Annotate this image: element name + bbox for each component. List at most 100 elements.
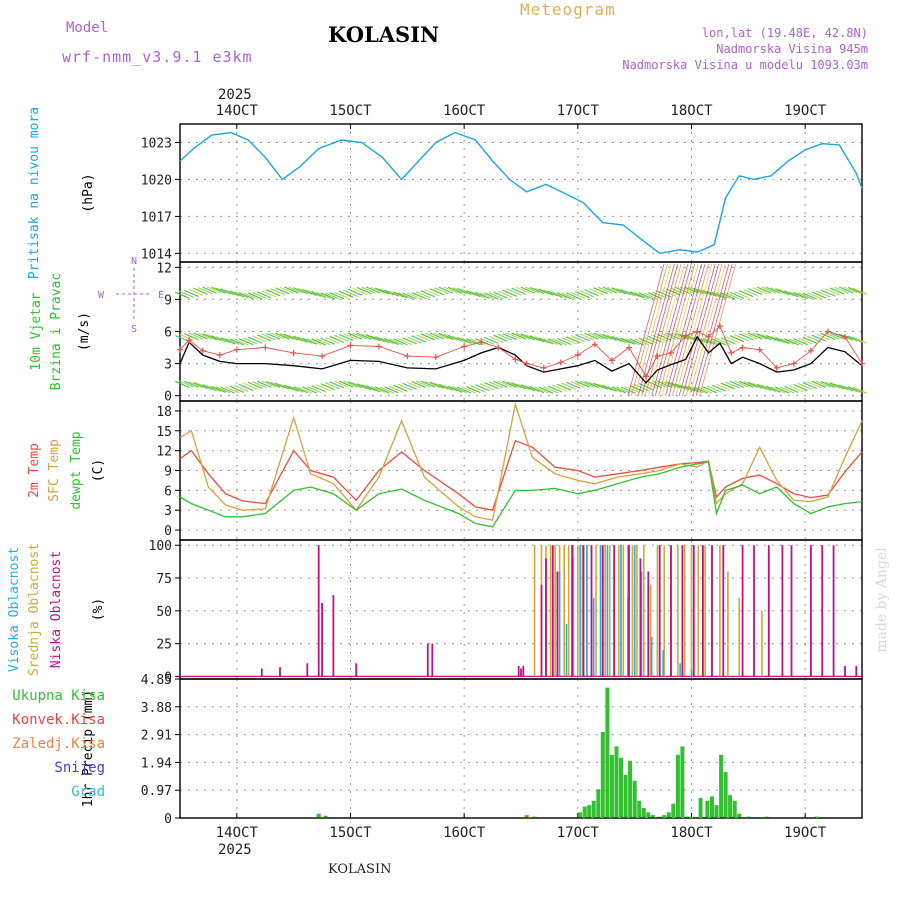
bar-clouds-niska-30 [722, 545, 725, 677]
wind-arrow-0-71 [493, 291, 508, 299]
wind-arrow-0-12 [225, 289, 240, 297]
wind-arrow-1-252 [634, 338, 649, 346]
wind-arrow-1-203 [411, 335, 426, 343]
wind-arrow-2-424 [734, 380, 749, 388]
compass-label-s: S [131, 324, 137, 335]
wind-arrow-0-100 [625, 290, 640, 298]
wind-arrow-0-46 [379, 288, 395, 296]
wind-arrow-0-76 [516, 286, 531, 294]
wind-strong-arrow-3 [634, 263, 672, 396]
compass-label-e: E [158, 290, 164, 301]
wind-strong-arrow-11 [661, 263, 699, 396]
model-name: wrf-nmm_v3.9.1 e3km [62, 48, 253, 66]
wind-arrow-1-225 [511, 332, 526, 340]
bar-clouds-niska-35 [790, 545, 793, 677]
bar-clouds-niska-2 [306, 663, 309, 677]
wind-arrow-0-19 [256, 291, 272, 299]
wind-arrow-2-313 [229, 385, 245, 393]
wind-arrow-2-381 [538, 386, 554, 394]
wind-arrow-1-246 [606, 334, 622, 342]
wind-arrow-2-329 [302, 386, 317, 394]
wind-arrow-1-231 [538, 337, 554, 345]
wind-arrow-1-206 [425, 332, 440, 340]
wind-arrow-0-2 [179, 290, 195, 298]
axis-title-wind-2: (m/s) [77, 312, 92, 351]
bar-precip-ukupna-kisa-11 [609, 754, 614, 818]
wind-arrow-2-328 [297, 386, 313, 394]
wind-arrow-2-310 [215, 386, 231, 394]
bar-clouds-niska-28 [702, 545, 704, 677]
bar-precip-ukupna-kisa-21 [657, 816, 662, 818]
wind-arrow-2-318 [252, 381, 267, 389]
wind-arrow-1-160 [215, 336, 231, 344]
wind-arrow-0-148 [843, 286, 858, 294]
wind-arrow-2-390 [579, 380, 595, 388]
wind-arrow-0-117 [702, 289, 717, 297]
wind-arrow-1-186 [334, 334, 349, 342]
wind-arrow-1-163 [229, 338, 245, 346]
bar-clouds-niska-29 [711, 545, 713, 677]
wind-arrow-0-78 [525, 286, 540, 294]
wind-arrow-1-250 [625, 338, 640, 346]
wind-arrow-1-188 [343, 333, 358, 341]
wind-arrow-0-18 [252, 291, 267, 300]
wind-arrow-1-239 [575, 334, 590, 342]
wind-arrow-1-248 [616, 336, 631, 345]
wind-arrow-2-335 [329, 381, 345, 389]
wind-arrow-2-322 [270, 381, 286, 389]
wind-arrow-1-234 [552, 338, 567, 346]
wind-arrow-0-81 [538, 288, 554, 296]
wind-arrow-0-128 [752, 287, 767, 295]
bar-clouds-niska-19 [601, 545, 604, 677]
wind-arrow-2-376 [516, 383, 531, 391]
wind-arrow-0-134 [779, 289, 795, 297]
bar-clouds-srednja-37 [761, 610, 763, 677]
wind-arrow-0-70 [488, 292, 504, 300]
wind-arrow-2-425 [738, 380, 754, 388]
wind-arrow-1-162 [225, 337, 240, 346]
bar-clouds-niska-23 [647, 571, 650, 677]
wind-arrow-0-33 [320, 292, 336, 300]
gust-marker-23 [643, 373, 650, 380]
wind-arrow-2-366 [470, 385, 486, 393]
wind-arrow-0-41 [356, 286, 372, 295]
lonlat: lon,lat (19.48E, 42.8N) [701, 26, 868, 40]
wind-arrow-0-118 [706, 290, 722, 298]
bar-precip-ukupna-kisa-6 [587, 805, 592, 818]
bar-clouds-niska-36 [810, 545, 812, 677]
wind-arrow-1-254 [643, 336, 658, 344]
bar-precip-ukupna-kisa-36 [732, 800, 737, 818]
wind-arrow-1-213 [456, 336, 472, 344]
bar-clouds-niska-39 [844, 665, 846, 677]
wind-arrow-1-295 [829, 332, 845, 340]
wind-arrow-2-370 [488, 381, 504, 389]
wind-arrow-0-150 [852, 287, 867, 295]
product-title: Meteogram [520, 0, 616, 19]
wind-arrow-1-273 [729, 335, 745, 343]
wind-arrow-1-179 [302, 337, 317, 345]
axis-title-temperature-3: (C) [91, 459, 106, 482]
wind-strong-arrow-18 [685, 263, 723, 396]
wind-arrow-1-164 [234, 338, 249, 346]
wind-arrow-2-325 [284, 384, 299, 392]
wind-arrow-1-251 [629, 338, 645, 346]
bar-clouds-visoka-9 [606, 545, 609, 677]
wind-arrow-1-202 [406, 336, 422, 344]
precip-legend-4: Grad [71, 784, 105, 800]
wind-arrow-0-142 [816, 290, 831, 298]
top-date-label-0: 14OCT [216, 103, 259, 119]
wind-arrow-0-137 [793, 291, 808, 300]
wind-arrow-1-230 [534, 336, 549, 344]
wind-arrow-0-68 [479, 292, 495, 300]
wind-arrow-2-438 [797, 382, 813, 391]
bar-clouds-niska-8 [431, 643, 434, 677]
bar-clouds-niska-24 [658, 545, 661, 677]
ytick-label-precip-0: 0 [164, 812, 172, 827]
wind-arrow-1-191 [356, 332, 372, 340]
wind-arrow-0-53 [411, 291, 426, 300]
wind-arrow-0-110 [670, 287, 686, 295]
bar-precip-ukupna-kisa-29 [698, 797, 703, 818]
wind-arrow-1-220 [488, 335, 504, 343]
bar-clouds-niska-18 [590, 545, 593, 677]
wind-arrow-2-389 [575, 380, 590, 388]
